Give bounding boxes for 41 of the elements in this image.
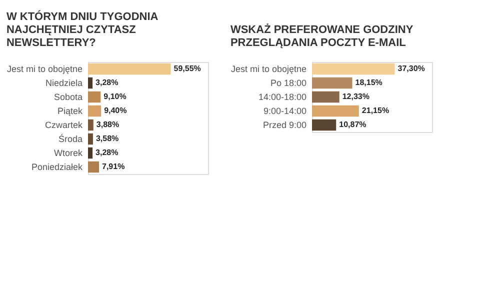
- data-label: 10,87%: [339, 120, 366, 129]
- y-tick-label: Niedziela: [45, 78, 82, 88]
- y-tick-label: Piątek: [57, 106, 83, 116]
- bar: [88, 147, 93, 159]
- bar: [88, 91, 101, 103]
- bar: [88, 161, 99, 173]
- chart-title: W KTÓRYM DNIU TYGODNIA NAJCHĘTNIEJ CZYTASZ NEWSLETTERY?: [6, 10, 158, 49]
- data-label: 3,88%: [96, 120, 120, 129]
- data-label: 3,58%: [96, 134, 119, 143]
- bar: [312, 119, 336, 131]
- data-label: 37,30%: [398, 64, 425, 73]
- data-label: 18,15%: [355, 78, 382, 87]
- y-tick-label: Sobota: [54, 92, 82, 102]
- y-tick-label: Środa: [58, 133, 82, 144]
- data-label: 12,33%: [342, 92, 370, 101]
- data-label: 9,40%: [104, 106, 127, 115]
- y-tick-label: 9:00-14:00: [263, 106, 306, 116]
- y-tick-label: Jest mi to obojętne: [6, 64, 82, 74]
- y-tick-label: Po 18:00: [270, 78, 306, 88]
- bar: [88, 105, 102, 117]
- bar: [88, 119, 94, 131]
- data-label: 3,28%: [96, 148, 118, 157]
- y-tick-label: 14:00-18:00: [258, 92, 306, 102]
- bar: [88, 63, 171, 75]
- bar: [312, 91, 340, 103]
- chart-title: WSKAŻ PREFEROWANE GODZINY PRZEGLĄDANIA POCZTY E-MAIL: [230, 23, 414, 49]
- data-label: 59,55%: [174, 64, 201, 73]
- data-label: 3,28%: [96, 78, 118, 87]
- y-tick-label: Przed 9:00: [262, 120, 306, 130]
- y-tick-label: Poniedziałek: [31, 162, 83, 172]
- bar: [312, 105, 359, 117]
- bar: [88, 133, 93, 145]
- data-label: 21,15%: [362, 106, 390, 115]
- bar: [312, 63, 395, 75]
- y-tick-label: Jest mi to obojętne: [230, 64, 306, 74]
- data-label: 9,10%: [104, 92, 126, 101]
- bar: [88, 77, 93, 89]
- bar: [312, 77, 352, 89]
- data-label: 7,91%: [102, 162, 125, 171]
- y-tick-label: Czwartek: [44, 120, 83, 130]
- y-tick-label: Wtorek: [54, 148, 83, 158]
